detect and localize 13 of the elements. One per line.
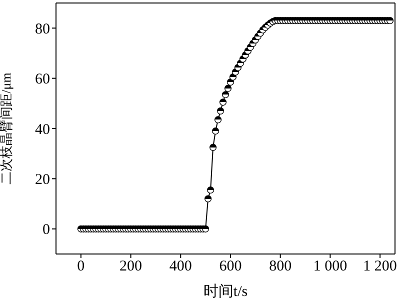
y-tick-label: 0 bbox=[42, 222, 50, 238]
x-tick-label: 1 000 bbox=[313, 258, 348, 275]
x-tick-label: 200 bbox=[120, 258, 142, 275]
x-tick-label: 1 200 bbox=[363, 258, 397, 275]
x-tick-label: 0 bbox=[77, 258, 85, 275]
y-tick-label: 60 bbox=[35, 72, 50, 88]
y-tick-label: 80 bbox=[35, 21, 50, 38]
x-tick-label: 600 bbox=[219, 258, 242, 275]
x-axis-title: 时间t/s bbox=[203, 283, 248, 300]
x-tick-label: 400 bbox=[169, 258, 192, 275]
x-tick-label: 800 bbox=[269, 258, 292, 275]
y-tick-label: 20 bbox=[35, 172, 50, 188]
y-tick-label: 40 bbox=[35, 122, 50, 138]
